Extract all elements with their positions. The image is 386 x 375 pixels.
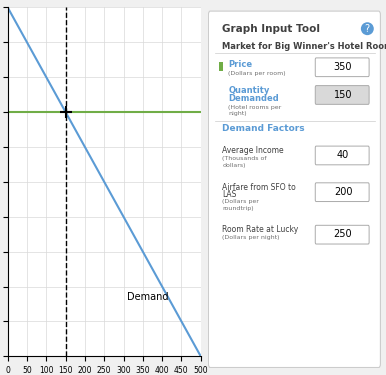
Text: LAS: LAS [222, 190, 237, 199]
Text: Demand Factors: Demand Factors [222, 124, 305, 134]
Text: ?: ? [365, 24, 370, 34]
Text: Demand: Demand [127, 292, 169, 303]
FancyBboxPatch shape [315, 225, 369, 244]
Text: (Dollars per room): (Dollars per room) [229, 71, 286, 76]
Text: (Dollars per: (Dollars per [222, 200, 259, 204]
Text: (Dollars per night): (Dollars per night) [222, 236, 280, 240]
Text: (Thousands of: (Thousands of [222, 156, 267, 161]
Text: (Hotel rooms per: (Hotel rooms per [229, 105, 282, 110]
FancyBboxPatch shape [315, 58, 369, 76]
Text: roundtrip): roundtrip) [222, 206, 254, 211]
FancyBboxPatch shape [208, 11, 381, 368]
Text: night): night) [229, 111, 247, 116]
Text: Graph Input Tool: Graph Input Tool [222, 24, 320, 34]
Text: 350: 350 [334, 62, 352, 72]
Text: Room Rate at Lucky: Room Rate at Lucky [222, 225, 299, 234]
Text: 250: 250 [334, 229, 352, 239]
FancyBboxPatch shape [315, 183, 369, 201]
FancyBboxPatch shape [315, 86, 369, 104]
Text: Quantity: Quantity [229, 86, 270, 95]
Text: Price: Price [229, 60, 252, 69]
Text: Market for Big Winner's Hotel Rooms: Market for Big Winner's Hotel Rooms [222, 42, 386, 51]
Text: Airfare from SFO to: Airfare from SFO to [222, 183, 296, 192]
Text: Average Income: Average Income [222, 146, 284, 155]
Text: 200: 200 [334, 187, 352, 197]
Text: dollars): dollars) [222, 163, 246, 168]
Text: Demanded: Demanded [229, 94, 279, 103]
Text: 150: 150 [334, 90, 352, 100]
Text: 40: 40 [337, 150, 349, 160]
FancyBboxPatch shape [219, 62, 223, 71]
FancyBboxPatch shape [315, 146, 369, 165]
